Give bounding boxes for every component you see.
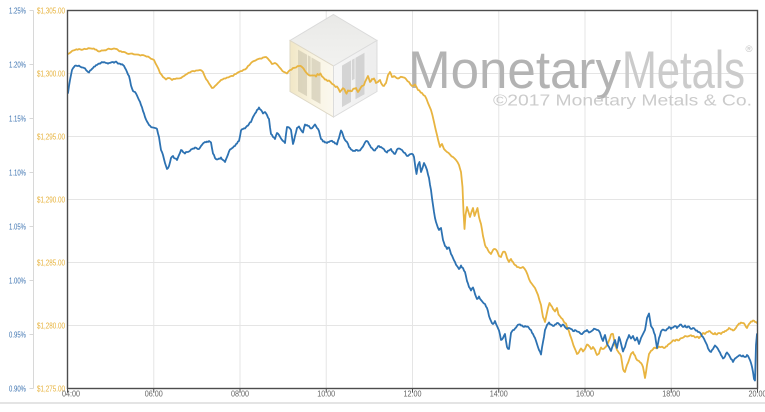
svg-text:16:00: 16:00: [576, 389, 594, 399]
svg-text:14:00: 14:00: [490, 389, 508, 399]
svg-text:1.00%: 1.00%: [9, 276, 26, 286]
svg-text:1.25%: 1.25%: [9, 6, 26, 16]
svg-text:08:00: 08:00: [231, 389, 249, 399]
svg-text:1.15%: 1.15%: [9, 114, 26, 124]
svg-text:06:00: 06:00: [145, 389, 163, 399]
svg-text:®: ®: [746, 44, 753, 55]
svg-text:Monetary: Monetary: [408, 41, 621, 100]
svg-text:1.20%: 1.20%: [9, 60, 26, 70]
svg-text:1.05%: 1.05%: [9, 222, 26, 232]
svg-text:$1,275.00: $1,275.00: [37, 384, 65, 394]
svg-text:1.10%: 1.10%: [9, 168, 26, 178]
svg-text:04:00: 04:00: [62, 389, 80, 399]
svg-text:$1,285.00: $1,285.00: [37, 258, 65, 268]
svg-text:$1,290.00: $1,290.00: [37, 195, 65, 205]
svg-text:12:00: 12:00: [404, 389, 422, 399]
svg-text:10:00: 10:00: [317, 389, 335, 399]
svg-text:0.95%: 0.95%: [9, 330, 26, 340]
svg-text:©2017 Monetary Metals & Co.: ©2017 Monetary Metals & Co.: [493, 93, 752, 110]
svg-text:18:00: 18:00: [662, 389, 680, 399]
svg-text:$1,300.00: $1,300.00: [37, 69, 65, 79]
svg-text:$1,295.00: $1,295.00: [37, 132, 65, 142]
svg-text:0.90%: 0.90%: [9, 384, 26, 394]
svg-text:$1,280.00: $1,280.00: [37, 321, 65, 331]
svg-text:20:00: 20:00: [749, 389, 765, 399]
svg-text:$1,305.00: $1,305.00: [37, 6, 65, 16]
svg-text:Metals: Metals: [622, 41, 745, 100]
